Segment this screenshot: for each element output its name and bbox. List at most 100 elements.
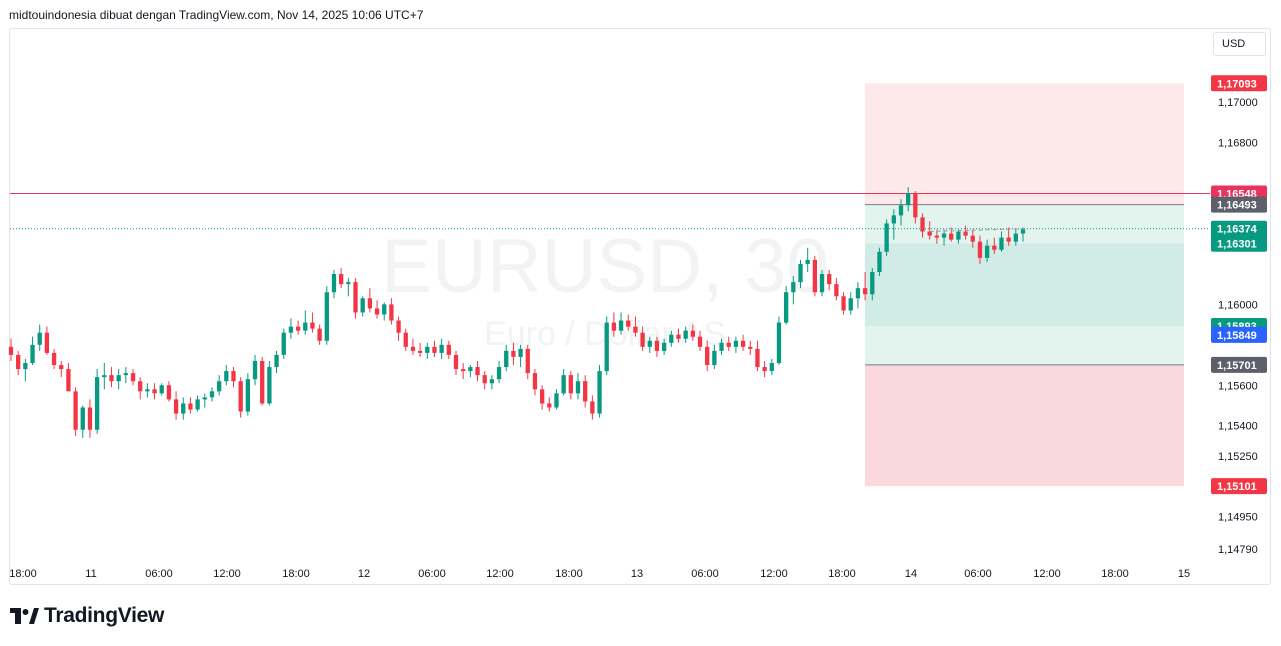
candle xyxy=(690,324,695,341)
time-tick-label: 12:00 xyxy=(760,568,788,580)
candle xyxy=(489,375,495,390)
price-tag: 1,16301 xyxy=(1211,235,1267,252)
candle xyxy=(712,344,717,370)
candle xyxy=(295,320,301,335)
price-tick-label: 1,15250 xyxy=(1218,451,1258,463)
candle xyxy=(288,318,294,339)
candle xyxy=(339,267,344,289)
candle xyxy=(94,369,100,434)
candle xyxy=(23,358,28,382)
position-tool[interactable] xyxy=(865,83,1184,487)
candle xyxy=(181,397,186,420)
profit-zone-2 xyxy=(865,243,1184,326)
candle xyxy=(496,360,502,384)
time-tick-label: 13 xyxy=(631,568,643,580)
candle xyxy=(59,360,64,378)
candle xyxy=(633,316,638,337)
trend-projection-line[interactable] xyxy=(929,228,1027,232)
tradingview-logo[interactable]: TradingView xyxy=(10,603,164,629)
candle xyxy=(116,369,121,390)
candle xyxy=(891,209,896,240)
candle xyxy=(209,387,215,402)
candle xyxy=(159,383,164,396)
candle xyxy=(317,324,322,345)
price-tick-label: 1,15600 xyxy=(1218,380,1258,392)
candle xyxy=(697,330,703,351)
candle xyxy=(568,371,573,400)
candle xyxy=(783,286,789,325)
candle xyxy=(841,292,846,315)
candle xyxy=(611,312,617,337)
candle xyxy=(130,369,136,386)
candle xyxy=(661,338,667,355)
price-tag-label: 1,16374 xyxy=(1217,224,1258,236)
candle xyxy=(862,272,868,301)
candle xyxy=(726,336,731,351)
candle xyxy=(547,397,552,412)
time-axis[interactable]: 18:00 11 06:00 12:00 18:00 12 06:00 12:00 18:00 1… xyxy=(9,568,1190,580)
candle xyxy=(202,393,207,408)
candle xyxy=(941,229,947,246)
candle xyxy=(762,360,767,378)
candle xyxy=(468,365,473,378)
candle xyxy=(776,316,782,366)
candle xyxy=(66,363,71,392)
candle xyxy=(511,342,516,366)
candle xyxy=(367,288,373,313)
candle xyxy=(927,221,932,240)
candle xyxy=(525,344,530,380)
tradingview-logo-text: TradingView xyxy=(44,604,165,627)
candle xyxy=(173,391,179,420)
candle xyxy=(819,269,825,297)
candle xyxy=(195,395,200,412)
time-tick-label: 06:00 xyxy=(145,568,173,580)
candle xyxy=(518,344,523,368)
candle xyxy=(281,328,286,359)
candle xyxy=(583,375,588,408)
candle xyxy=(389,298,394,325)
candle xyxy=(748,340,753,355)
price-tag-label: 1,16301 xyxy=(1217,238,1257,250)
price-tag: 1,15701 xyxy=(1211,356,1267,373)
chart-header-text: midtouindonesia dibuat dengan TradingVie… xyxy=(9,8,424,22)
candle xyxy=(805,247,810,273)
watermark-symbol: EURUSD, 30 xyxy=(381,224,829,309)
candle xyxy=(733,336,739,353)
time-tick-label: 11 xyxy=(85,568,96,580)
candle xyxy=(604,316,609,376)
candle xyxy=(274,350,279,374)
price-tick-label: 1,17000 xyxy=(1218,97,1258,109)
candle xyxy=(934,229,940,244)
price-tag-label: 1,15701 xyxy=(1217,360,1257,372)
candle xyxy=(791,276,796,305)
candle xyxy=(956,229,961,244)
candle xyxy=(403,328,408,351)
candle xyxy=(1013,229,1018,246)
time-tick-label: 06:00 xyxy=(418,568,446,580)
candle xyxy=(1020,227,1026,242)
candle xyxy=(382,302,387,321)
candle xyxy=(224,365,229,386)
profit-zone-3 xyxy=(865,325,1184,365)
time-tick-label: 14 xyxy=(905,568,917,580)
price-tag-label: 1,15101 xyxy=(1217,481,1257,493)
currency-button[interactable]: USD xyxy=(1213,32,1266,56)
candle xyxy=(16,350,21,376)
candle xyxy=(453,350,459,376)
candle xyxy=(360,296,365,317)
candle xyxy=(245,373,251,416)
time-tick-label: 06:00 xyxy=(691,568,719,580)
time-tick-label: 15 xyxy=(1178,568,1190,580)
candle xyxy=(618,312,624,335)
candle xyxy=(705,340,710,372)
candle xyxy=(755,340,760,372)
candle xyxy=(504,344,509,372)
candle xyxy=(346,278,351,297)
candle xyxy=(30,336,35,366)
candle xyxy=(1006,227,1011,246)
price-tick-label: 1,14950 xyxy=(1218,512,1258,524)
price-axis[interactable]: 1,17000 1,16800 1,16000 1,15600 1,15400 1,152… xyxy=(1218,97,1258,556)
price-tags: 1,170931,165481,164931,1637423:041,16301… xyxy=(1211,75,1267,495)
candle xyxy=(676,328,681,343)
